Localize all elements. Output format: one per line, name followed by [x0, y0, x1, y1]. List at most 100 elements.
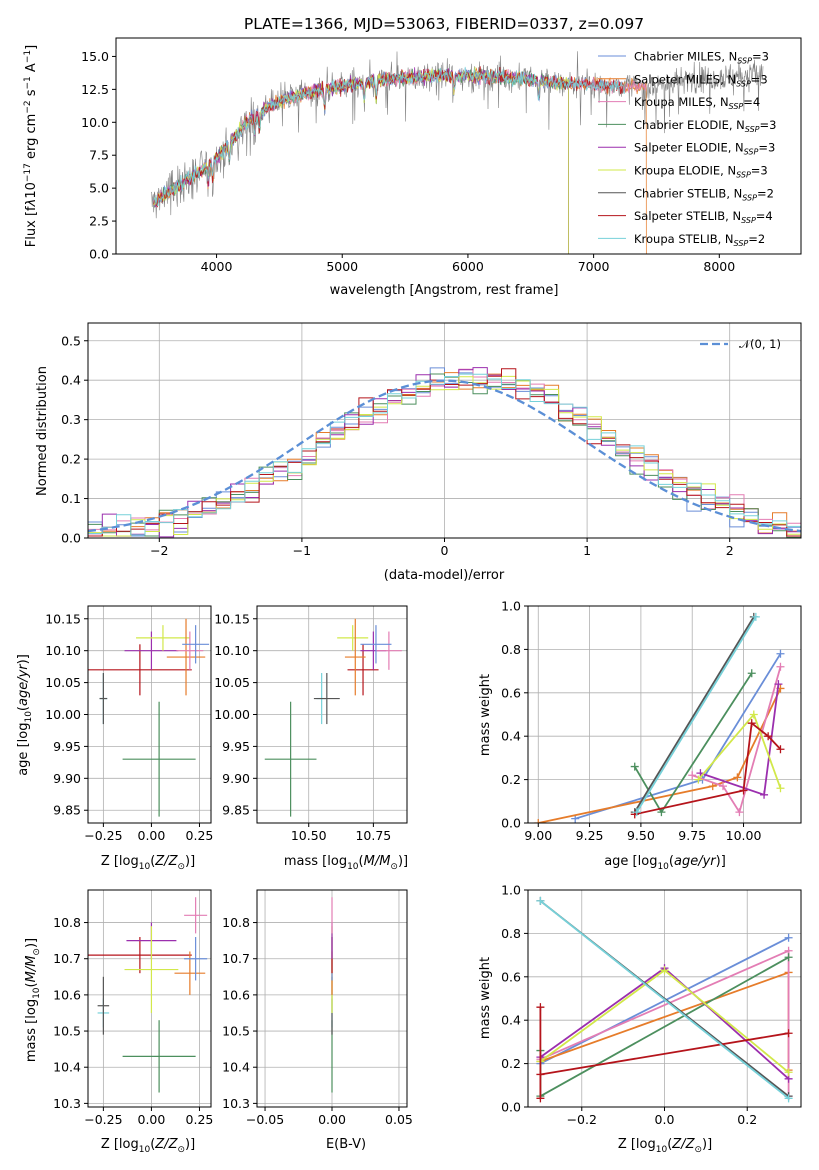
mass_vs_EBV-ytick-label-0: 10.3: [222, 1096, 250, 1111]
spectrum-legend-label-8: Kroupa STELIB, NSSP=2: [634, 232, 765, 248]
age_vs_mass-ytick-label-6: 10.15: [214, 611, 250, 626]
spectrum-legend-label-2: Kroupa MILES, NSSP=4: [634, 95, 760, 111]
residuals-hist-kroupa-stelib: [88, 373, 801, 536]
massweight_vs_age-plot-area: [534, 612, 785, 823]
panel-age-vs-Z: −0.25 0.00 0.25 9.85 9.90 9.95 10.00 10.05 10.10…: [16, 605, 213, 872]
spectrum-xtick-label-1: 5000: [326, 259, 358, 274]
massweight_vs_Z-kroupa-stelib-marker-0: [536, 896, 545, 905]
mass_vs_Z-xtick-label-1: 0.00: [138, 1112, 166, 1127]
massweight_vs_age-kroupa-miles-marker-0: [688, 771, 697, 780]
age_vs_Z-plot-area: [88, 618, 210, 817]
age_vs_mass-ytick-label-1: 9.90: [222, 771, 250, 786]
residuals-ytick-label-5: 0.5: [61, 333, 81, 348]
residuals-plot-area: [88, 367, 801, 538]
massweight_vs_age-xtick-label-2: 9.50: [627, 828, 655, 843]
spectrum-legend-label-0: Chabrier MILES, NSSP=3: [634, 50, 769, 66]
massweight_vs_age-ytick-label-2: 0.4: [501, 729, 521, 744]
massweight_vs_age-xtick-label-3: 9.75: [678, 828, 706, 843]
massweight_vs_age-salpeter-miles-line: [538, 688, 782, 823]
massweight_vs_age-salpeter-elodie-marker-1: [760, 790, 769, 799]
age_vs_Z-xtick-label-0: −0.25: [84, 828, 122, 843]
age_vs_mass-ytick-label-5: 10.10: [214, 643, 250, 658]
massweight_vs_age-kroupa-stelib-marker-1: [751, 612, 760, 621]
spectrum-ytick-label-1: 2.5: [89, 214, 109, 229]
panel-age-vs-mass: 10.50 10.75 9.85 9.90 9.95 10.00 10.05 10.10 10.…: [214, 605, 408, 872]
age_vs_Z-ytick-label-4: 10.05: [45, 675, 81, 690]
panel-massweight-vs-Z: −0.2 0.0 0.2 0.0 0.2 0.4 0.6 0.8 1.0 Z [log10(Z/…: [478, 883, 802, 1155]
residuals-xtick-label-0: −2: [150, 543, 168, 558]
massweight_vs_Z-plot-area: [536, 896, 793, 1103]
spectrum-xtick-label-2: 6000: [452, 259, 484, 274]
residuals-ytick-label-1: 0.1: [61, 491, 81, 506]
residuals-ytick-label-3: 0.3: [61, 412, 81, 427]
mass_vs_EBV-ytick-label-1: 10.4: [222, 1060, 250, 1075]
spectrum-xtick-label-4: 8000: [703, 259, 735, 274]
massweight_vs_Z-ytick-label-3: 0.6: [501, 969, 521, 984]
massweight_vs_age-chabrier-miles-marker-2: [776, 649, 785, 658]
spectrum-ytick-label-5: 12.5: [81, 82, 109, 97]
massweight_vs_Z-kroupa-stelib-marker-1: [784, 1094, 793, 1103]
massZ-xlabel: Z [log10(Z/Z⊙)]: [101, 1137, 195, 1155]
mass_vs_Z-ytick-label-5: 10.8: [53, 915, 81, 930]
massweight_vs_age-ytick-label-1: 0.2: [501, 772, 521, 787]
massweight_vs_Z-ytick-label-4: 0.8: [501, 926, 521, 941]
spectrum-plot-area: [151, 51, 764, 254]
residuals-legend-label: 𝒩(0, 1): [739, 337, 781, 351]
mass_vs_EBV-ytick-label-4: 10.7: [222, 951, 250, 966]
age_vs_mass-ytick-label-0: 9.85: [222, 803, 250, 818]
mass_vs_Z-ytick-label-3: 10.6: [53, 987, 81, 1002]
spectrum-model-kroupa-miles: [153, 68, 647, 208]
panel-mass-vs-Z: −0.25 0.00 0.25 10.3 10.4 10.5 10.6 10.7 10.8 Z …: [24, 889, 214, 1155]
massweight_vs_age-salpeter-elodie-marker-2: [774, 680, 783, 689]
age_vs_Z-frame: [87, 605, 212, 824]
residuals-xtick-label-1: −1: [293, 543, 311, 558]
spectrum-legend-label-4: Salpeter ELODIE, NSSP=3: [634, 141, 775, 157]
age_vs_Z-ytick-label-0: 9.85: [53, 803, 81, 818]
massweight_vs_Z-salpeter-stelib-line: [539, 1007, 789, 1099]
mass_vs_Z-xtick-label-2: 0.25: [186, 1112, 214, 1127]
massEBV-xlabel: E(B-V): [326, 1137, 366, 1152]
ageMass-xlabel: mass [log10(M/M⊙)]: [284, 854, 408, 872]
spectrum-frame: [115, 37, 802, 255]
spectrum-legend-label-1: Salpeter MILES, NSSP=3: [634, 72, 768, 88]
massweight_vs_Z-frame: [527, 889, 802, 1108]
massweight_vs_Z-chabrier-elodie-marker-2: [784, 953, 793, 962]
residuals-ytick-label-2: 0.2: [61, 452, 81, 467]
figure-title: PLATE=1366, MJD=53063, FIBERID=0337, z=0…: [244, 15, 644, 33]
residuals-xtick-label-4: 2: [726, 543, 734, 558]
mwZ-xlabel: Z [log10(Z/Z⊙)]: [618, 1137, 712, 1155]
massweight_vs_Z-kroupa-elodie-marker-2: [784, 1068, 793, 1077]
spectrum-legend-label-5: Kroupa ELODIE, NSSP=3: [634, 164, 768, 180]
massweight_vs_Z-xtick-label-1: 0.0: [655, 1112, 675, 1127]
residuals-xlabel: (data-model)/error: [384, 568, 505, 583]
residuals-hist-kroupa-elodie: [88, 375, 801, 537]
massweight_vs_age-kroupa-miles-marker-1: [719, 782, 727, 791]
ageZ-xlabel: Z [log10(Z/Z⊙)]: [101, 854, 195, 872]
mass_vs_EBV-ytick-label-5: 10.8: [222, 915, 250, 930]
age_vs_mass-xtick-label-1: 10.75: [355, 828, 391, 843]
age_vs_Z-ytick-label-2: 9.95: [53, 739, 81, 754]
spectrum-ytick-label-3: 7.5: [89, 148, 109, 163]
age_vs_Z-ytick-label-5: 10.10: [45, 643, 81, 658]
massweight_vs_Z-chabrier-miles-marker-1: [784, 933, 793, 942]
mass_vs_EBV-ytick-label-3: 10.6: [222, 987, 250, 1002]
spectrum-ylabel: Flux [fλ10−17 erg cm−2 s−1 A−1]: [23, 45, 39, 247]
massweight_vs_age-salpeter-miles-marker-2: [733, 773, 742, 782]
residuals-frame: [87, 322, 802, 539]
massweight_vs_Z-kroupa-stelib-line: [539, 900, 790, 1100]
spectrum-xtick-label-0: 4000: [201, 259, 233, 274]
spectrum-model-salpeter-miles: [153, 67, 647, 254]
massweight_vs_age-chabrier-elodie-line: [633, 672, 753, 814]
residuals-ytick-label-4: 0.4: [61, 373, 81, 388]
age_vs_mass-plot-area: [264, 618, 402, 817]
massweight_vs_Z-ytick-label-2: 0.4: [501, 1013, 521, 1028]
mass_vs_EBV-frame: [256, 889, 408, 1108]
massweight_vs_Z-kroupa-elodie-marker-1: [660, 966, 669, 975]
massweight_vs_age-kroupa-elodie-marker-2: [776, 784, 785, 793]
spectrum-xlabel: wavelength [Angstrom, rest frame]: [330, 283, 559, 298]
massweight_vs_age-chabrier-elodie-marker-1: [657, 808, 666, 817]
age_vs_mass-frame: [256, 605, 408, 824]
massweight_vs_Z-salpeter-stelib-marker-1: [536, 1094, 545, 1103]
massweight_vs_age-kroupa-miles-marker-2: [735, 808, 744, 817]
massweight_vs_age-frame: [527, 605, 802, 824]
